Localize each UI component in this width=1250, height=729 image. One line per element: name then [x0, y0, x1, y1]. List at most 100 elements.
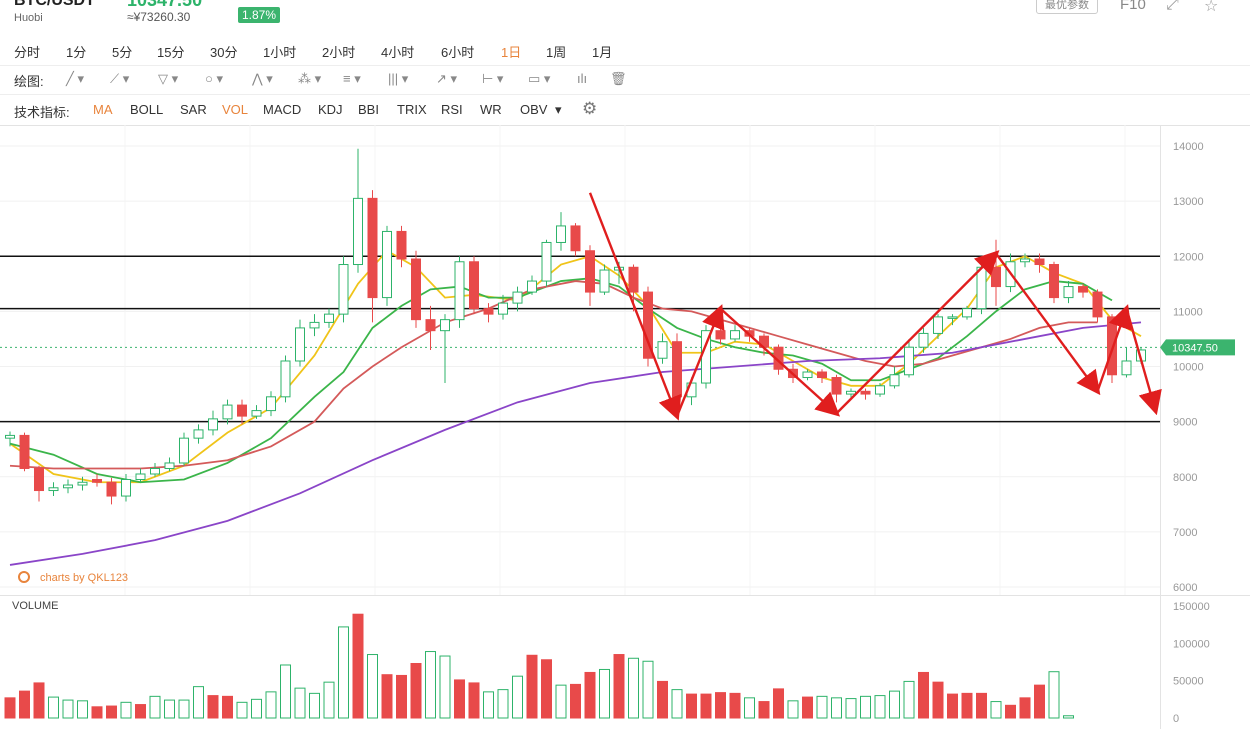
indicator-obv[interactable]: OBV: [520, 102, 548, 117]
timeframe-6[interactable]: 2小时: [322, 45, 356, 60]
timeframe-4[interactable]: 30分: [210, 45, 238, 60]
indicator-vol[interactable]: VOL: [222, 102, 249, 117]
volume-bar: [715, 692, 726, 719]
candle-body: [889, 374, 900, 387]
wave-tool-icon[interactable]: ⋀ ▾: [252, 71, 273, 86]
volume-bar: [657, 680, 668, 719]
volume-bar: [1019, 697, 1031, 719]
note-tool-icon[interactable]: ▭ ▾: [528, 71, 551, 86]
exchange-name: Huobi: [14, 12, 43, 24]
params-button[interactable]: 最优参数: [1036, 0, 1098, 14]
volume-bar: [1048, 671, 1060, 719]
volume-bar: [628, 657, 639, 719]
volume-bar: [903, 680, 915, 719]
volume-bar: [773, 688, 784, 719]
indicator-bbi[interactable]: BBI: [358, 102, 379, 117]
timeframe-9[interactable]: 1日: [501, 45, 522, 60]
indicator-boll[interactable]: BOLL: [130, 102, 164, 117]
candle-body: [962, 308, 972, 318]
volume-bar: [19, 690, 30, 719]
volume-bar: [222, 695, 233, 719]
price-chart[interactable]: 14000 13000 12000 11000 10000 9000 8000 7000 600…: [0, 125, 1250, 729]
candle-body: [251, 410, 262, 417]
candle-body: [1049, 264, 1059, 299]
fib-tool-icon[interactable]: ≡ ▾: [343, 71, 361, 86]
star-icon[interactable]: ☆: [1204, 0, 1219, 15]
price-tick-label: 14000: [1173, 141, 1204, 153]
volume-bar: [323, 681, 335, 719]
volume-bar: [396, 674, 407, 719]
candle-body: [933, 316, 943, 334]
volume-bar: [178, 699, 190, 719]
volume-bar: [918, 671, 929, 719]
bar-tool-icon[interactable]: ılı: [577, 71, 588, 86]
volume-bar: [947, 693, 958, 719]
candle-body: [280, 360, 291, 398]
ray-tool-icon[interactable]: ⟋ ▾: [110, 71, 130, 86]
channel-tool-icon[interactable]: ▽ ▾: [158, 71, 179, 86]
gann-tool-icon[interactable]: ||| ▾: [388, 71, 409, 86]
volume-bar: [294, 687, 306, 719]
candle-body: [1078, 286, 1088, 293]
indicator-wr[interactable]: WR: [480, 102, 502, 117]
last-price: 10347.50: [127, 0, 203, 10]
volume-bar: [889, 690, 900, 719]
indicator-rsi[interactable]: RSI: [441, 102, 463, 117]
f10-button[interactable]: F10: [1120, 0, 1146, 13]
volume-bar: [62, 699, 74, 719]
arrow-tool-icon[interactable]: ↗ ▾: [436, 71, 458, 86]
candle-body: [48, 487, 59, 492]
timeframe-10[interactable]: 1周: [546, 45, 567, 60]
timeframe-3[interactable]: 15分: [157, 45, 185, 60]
timeframe-5[interactable]: 1小时: [263, 45, 297, 60]
volume-bar: [338, 626, 349, 719]
volume-bar: [570, 683, 581, 719]
obv-dropdown-icon[interactable]: ▾: [555, 102, 562, 117]
candle-body: [846, 390, 856, 395]
trash-icon[interactable]: 🗑: [610, 71, 627, 86]
trend-arrow: [835, 250, 1000, 415]
timeframe-11[interactable]: 1月: [592, 45, 613, 60]
price-tick-label: 9000: [1173, 417, 1197, 429]
volume-bar: [236, 701, 248, 719]
measure-tool-icon[interactable]: ⊢ ▾: [482, 71, 504, 86]
volume-bar: [149, 695, 161, 719]
volume-bar: [555, 684, 567, 719]
volume-bar: [33, 682, 45, 719]
volume-bar: [744, 697, 755, 719]
candle-body: [976, 266, 987, 310]
volume-bar: [526, 654, 538, 719]
indicator-ma[interactable]: MA: [93, 102, 113, 117]
trend-arrow: [995, 252, 1101, 396]
indicator-kdj[interactable]: KDJ: [318, 102, 343, 117]
pattern-tool-icon[interactable]: ⁂ ▾: [298, 71, 322, 86]
expand-icon[interactable]: ⤢: [1166, 0, 1179, 13]
volume-bar: [831, 697, 842, 719]
timeframe-2[interactable]: 5分: [112, 45, 133, 60]
candle-body: [396, 230, 407, 260]
candle-body: [875, 385, 885, 395]
candle-body: [483, 308, 494, 315]
price-tag-label: 10347.50: [1172, 342, 1218, 354]
volume-bar: [135, 704, 146, 719]
volume-bar: [860, 695, 871, 719]
volume-bar: [671, 689, 683, 719]
indicator-sar[interactable]: SAR: [180, 102, 207, 117]
candle-body: [802, 371, 813, 379]
volume-bar: [251, 698, 262, 719]
timeframe-8[interactable]: 6小时: [441, 45, 475, 60]
candle-body: [425, 319, 436, 332]
indicator-macd[interactable]: MACD: [263, 102, 302, 117]
timeframe-0[interactable]: 分时: [14, 45, 41, 60]
candle-body: [831, 377, 842, 395]
line-tool-icon[interactable]: ╱ ▾: [66, 71, 84, 86]
indicator-trix[interactable]: TRIX: [397, 102, 427, 117]
volume-bar: [787, 700, 799, 719]
candle-body: [643, 291, 653, 359]
candle-body: [1107, 316, 1117, 376]
timeframe-7[interactable]: 4小时: [381, 45, 415, 60]
timeframe-1[interactable]: 1分: [66, 45, 87, 60]
circle-tool-icon[interactable]: ○ ▾: [205, 71, 223, 86]
gear-icon[interactable]: ⚙: [582, 99, 598, 118]
candle-body: [295, 327, 305, 362]
